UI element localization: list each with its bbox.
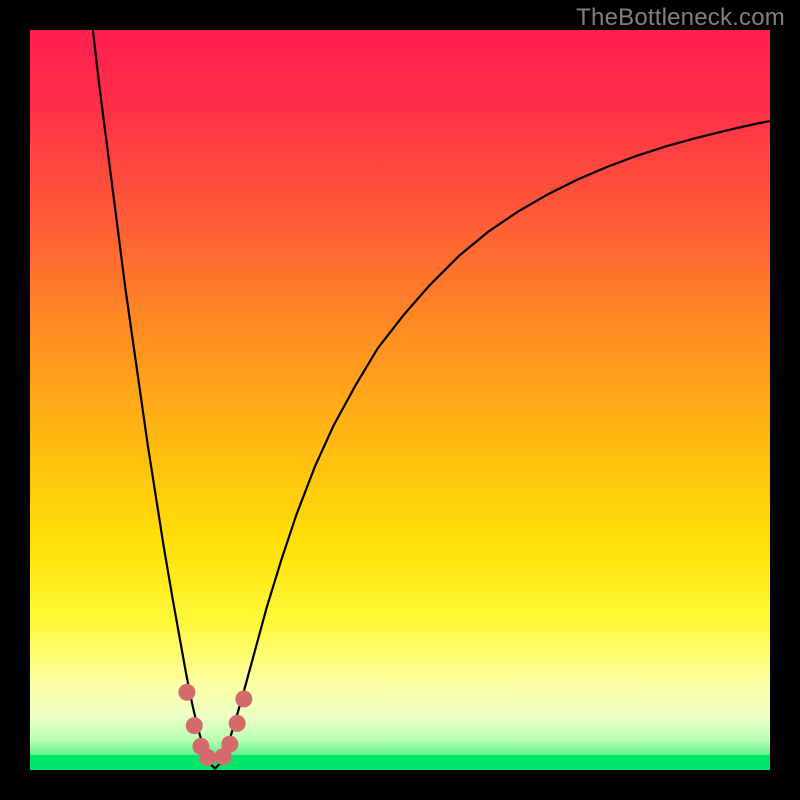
curve-marker xyxy=(229,715,246,732)
chart-stage: TheBottleneck.com xyxy=(0,0,800,800)
bottleneck-curve xyxy=(93,30,770,769)
watermark-text: TheBottleneck.com xyxy=(576,4,785,32)
curve-marker xyxy=(186,717,203,734)
curve-marker xyxy=(235,690,252,707)
chart-plot-area xyxy=(30,30,770,770)
curve-marker xyxy=(199,749,216,766)
curve-marker xyxy=(221,736,238,753)
curve-marker xyxy=(178,684,195,701)
chart-svg-layer xyxy=(30,30,770,770)
curve-markers-group xyxy=(178,684,252,766)
